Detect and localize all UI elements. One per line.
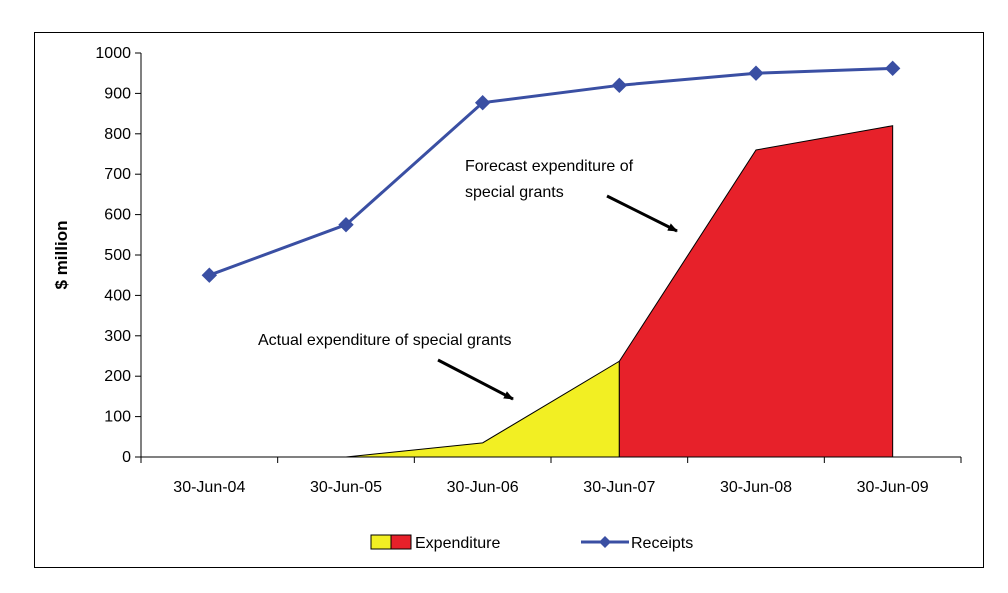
axis-labels: 0 100 200 300 400 500 600 700 800 900 1000 30-Jun-0…	[52, 45, 929, 496]
legend-swatch-expenditure-actual	[370, 534, 392, 550]
y-tick-label: 800	[104, 126, 131, 143]
legend-label-expenditure: Expenditure	[415, 535, 500, 552]
receipts-point	[748, 65, 764, 81]
chart-frame: 0 100 200 300 400 500 600 700 800 900 1000 30-Jun-0…	[34, 32, 984, 568]
legend-swatch-receipts-marker	[599, 536, 611, 548]
receipts-point	[338, 216, 354, 233]
receipts-series	[201, 60, 901, 283]
annotation-forecast-text: special grants	[465, 184, 564, 201]
y-tick-label: 700	[104, 166, 131, 183]
y-tick-label: 200	[104, 368, 131, 385]
y-tick-label: 500	[104, 247, 131, 264]
y-axis-label: $ million	[52, 221, 71, 290]
x-tick-label: 30-Jun-04	[173, 479, 245, 496]
receipts-point	[611, 77, 628, 94]
expenditure-areas	[345, 125, 894, 458]
y-tick-label: 100	[104, 409, 131, 426]
x-tick-label: 30-Jun-05	[310, 479, 382, 496]
annotation-actual-text: Actual expenditure of special grants	[258, 332, 511, 349]
receipts-line	[208, 66, 893, 277]
axes	[135, 52, 962, 463]
legend: Expenditure Receipts	[370, 534, 693, 552]
x-tick-label: 30-Jun-08	[720, 479, 792, 496]
expenditure-area-forecast	[618, 125, 894, 458]
area-line-chart: 0 100 200 300 400 500 600 700 800 900 1000 30-Jun-0…	[52, 45, 962, 552]
y-tick-label: 300	[104, 328, 131, 345]
annotation-forecast-text: Forecast expenditure of	[465, 158, 634, 175]
expenditure-area-actual	[345, 360, 620, 458]
y-tick-label: 0	[122, 449, 131, 466]
receipts-point	[474, 94, 491, 111]
x-tick-label: 30-Jun-07	[583, 479, 655, 496]
annotation-actual-arrow	[437, 358, 514, 401]
x-tick-label: 30-Jun-06	[447, 479, 519, 496]
y-tick-label: 600	[104, 207, 131, 224]
y-tick-label: 1000	[95, 45, 131, 62]
receipts-point	[884, 60, 901, 77]
legend-label-receipts: Receipts	[631, 535, 693, 552]
annotations: Forecast expenditure of special grants Act…	[258, 158, 678, 401]
receipts-point	[201, 267, 218, 283]
x-tick-label: 30-Jun-09	[857, 479, 929, 496]
legend-swatch-expenditure-forecast	[390, 534, 412, 550]
y-tick-label: 400	[104, 287, 131, 304]
annotation-forecast-arrow	[606, 194, 678, 233]
y-tick-label: 900	[104, 85, 131, 102]
